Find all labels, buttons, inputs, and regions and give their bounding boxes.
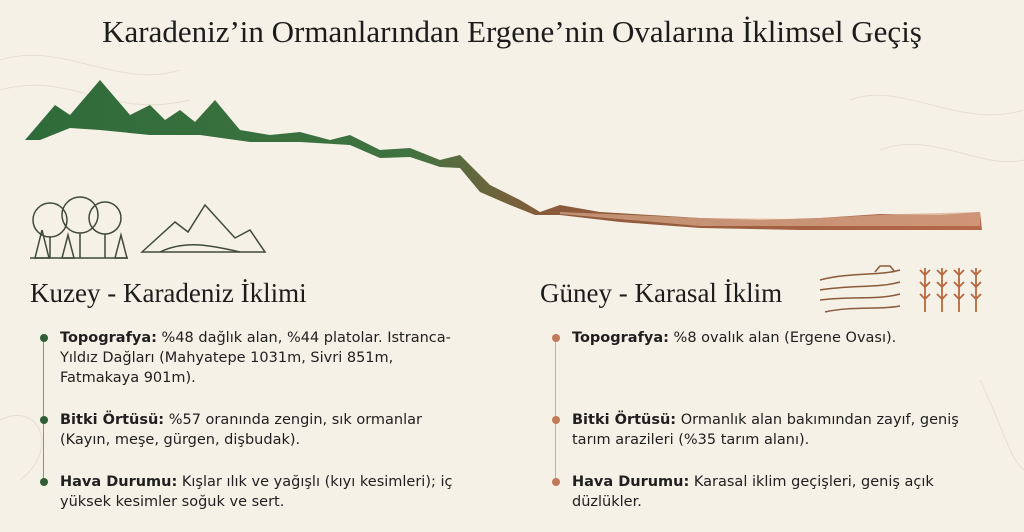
bullet-item: Topografya: %8 ovalık alan (Ergene Ovası…: [552, 328, 972, 348]
bullet-text: %48 dağlık alan, %44 platolar. Istranca-…: [60, 330, 451, 386]
bullet-text: Ormanlık alan bakımından zayıf, geniş ta…: [572, 412, 959, 448]
bullet-text: Kışlar ılık ve yağışlı (kıyı kesimleri);…: [60, 474, 453, 510]
bullet-dot: [552, 334, 560, 342]
connector-line: [555, 338, 556, 482]
contour-lines: [0, 54, 1024, 481]
bullet-label: Topografya:: [572, 330, 669, 346]
bullet-item: Hava Durumu: Karasal iklim geçişleri, ge…: [552, 472, 972, 512]
mountain-icon: [140, 203, 267, 253]
bullet-text: Karasal iklim geçişleri, geniş açık düzl…: [572, 474, 934, 510]
title: Karadeniz’in Ormanlarından Ergene’nin Ov…: [102, 14, 922, 49]
plain-land: [560, 212, 980, 226]
bullet-dot: [40, 478, 48, 486]
bullet-text: %8 ovalık alan (Ergene Ovası).: [673, 330, 897, 346]
bullet-label: Hava Durumu:: [60, 474, 178, 490]
bullet-item: Bitki Örtüsü: %57 oranında zengin, sık o…: [40, 410, 460, 450]
bullet-item: Topografya: %48 dağlık alan, %44 platola…: [40, 328, 460, 388]
south-heading: Güney - Karasal İklim: [540, 278, 783, 308]
wheat-icon: [919, 268, 982, 312]
forest-icon: [30, 196, 128, 259]
bullet-item: Bitki Örtüsü: Ormanlık alan bakımından z…: [552, 410, 972, 450]
bullet-label: Bitki Örtüsü:: [60, 412, 165, 428]
bullet-dot: [552, 416, 560, 424]
bullet-text: %57 oranında zengin, sık ormanlar (Kayın…: [60, 412, 422, 448]
bullet-label: Bitki Örtüsü:: [572, 412, 677, 428]
bullet-dot: [552, 478, 560, 486]
bullet-item: Hava Durumu: Kışlar ılık ve yağışlı (kıy…: [40, 472, 460, 512]
connector-line: [43, 338, 44, 482]
bullet-dot: [40, 334, 48, 342]
mountain-ridge: [25, 80, 982, 230]
bullet-dot: [40, 416, 48, 424]
bullet-label: Topografya:: [60, 330, 157, 346]
bullet-label: Hava Durumu:: [572, 474, 690, 490]
north-heading: Kuzey - Karadeniz İklimi: [30, 278, 307, 308]
fields-icon: [819, 265, 901, 313]
